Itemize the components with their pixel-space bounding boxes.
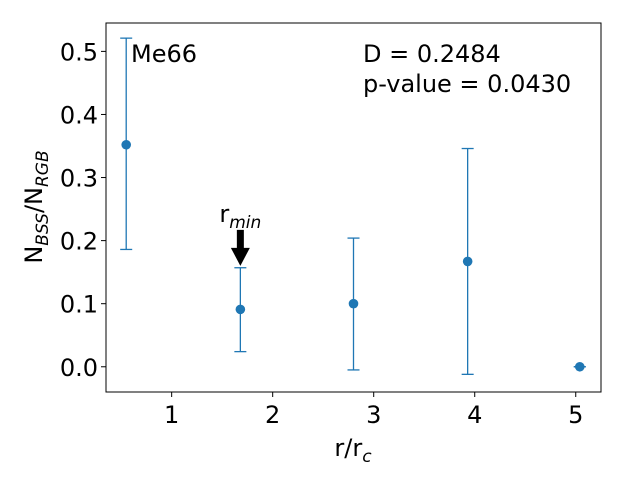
y-tick-label-0.2: 0.2 bbox=[60, 228, 98, 256]
x-tick-label-1: 1 bbox=[164, 401, 179, 429]
data-point-2 bbox=[235, 304, 246, 315]
rmin-label-main: r bbox=[219, 200, 229, 228]
y-tick-label-0.5: 0.5 bbox=[60, 38, 98, 66]
rmin-label-subscript: min bbox=[229, 213, 261, 233]
x-tick-label-3: 3 bbox=[366, 401, 381, 429]
y-axis-label-mid: /N bbox=[20, 187, 48, 213]
y-axis-label-sub-bss: BSS bbox=[33, 213, 53, 246]
cluster-name-label: Me66 bbox=[131, 40, 197, 68]
x-tick-label-4: 4 bbox=[467, 401, 482, 429]
y-tick-label-0.0: 0.0 bbox=[60, 354, 98, 382]
y-tick-label-0.1: 0.1 bbox=[60, 291, 98, 319]
y-tick-label-0.4: 0.4 bbox=[60, 101, 98, 129]
y-axis-label-n: N bbox=[20, 246, 48, 264]
x-tick-label-5: 5 bbox=[568, 401, 583, 429]
y-tick-label-0.3: 0.3 bbox=[60, 165, 98, 193]
data-point-5 bbox=[574, 361, 585, 372]
ks-statistic-label: D = 0.2484 bbox=[363, 40, 501, 68]
x-axis-label-subscript: c bbox=[362, 447, 372, 467]
x-tick-label-2: 2 bbox=[265, 401, 280, 429]
data-point-3 bbox=[348, 298, 359, 309]
y-axis-label-sub-rgb: RGB bbox=[33, 150, 53, 187]
rmin-arrow bbox=[230, 229, 250, 266]
data-points bbox=[121, 139, 585, 372]
p-value-label: p-value = 0.0430 bbox=[363, 70, 571, 98]
rmin-label: rmin bbox=[219, 200, 261, 233]
ticks: 1 2 3 4 5 0.0 0.1 0.2 0.3 0.4 0.5 bbox=[60, 38, 584, 429]
x-axis-label: r/rc bbox=[334, 434, 372, 467]
x-axis-label-main: r/r bbox=[334, 434, 362, 462]
y-axis-label: NBSS/NRGB bbox=[20, 150, 53, 263]
plot-frame bbox=[105, 22, 602, 393]
data-point-4 bbox=[462, 256, 473, 267]
data-point-1 bbox=[121, 139, 132, 150]
